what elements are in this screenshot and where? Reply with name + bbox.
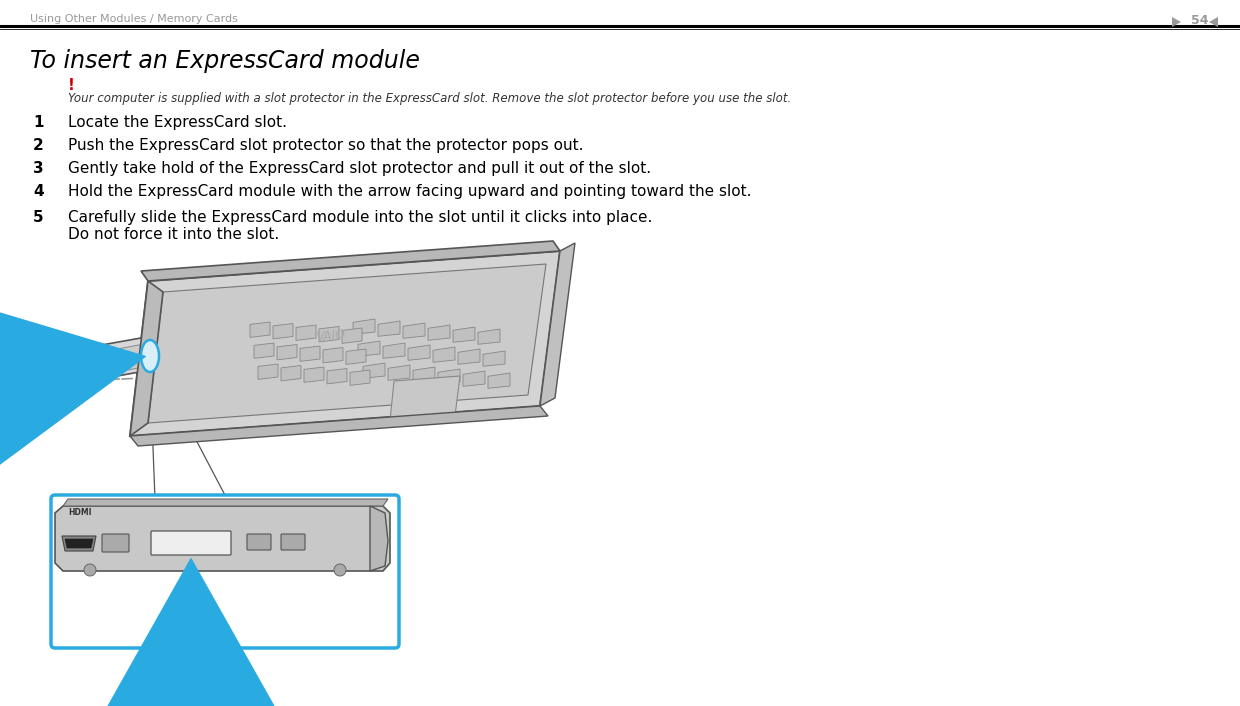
Polygon shape [383,343,405,359]
Polygon shape [363,363,384,378]
Polygon shape [141,241,560,281]
Polygon shape [327,369,347,384]
Text: 3: 3 [33,161,43,176]
Polygon shape [130,251,560,436]
Polygon shape [130,281,162,436]
Polygon shape [319,326,339,342]
Polygon shape [55,506,391,571]
Polygon shape [300,346,320,361]
Polygon shape [62,536,95,551]
Polygon shape [438,369,460,384]
Circle shape [334,564,346,576]
Polygon shape [453,327,475,342]
Polygon shape [296,325,316,340]
Polygon shape [63,499,388,506]
Polygon shape [69,344,144,381]
Text: To insert an ExpressCard module: To insert an ExpressCard module [30,49,420,73]
Text: 5: 5 [33,210,43,225]
Polygon shape [353,319,374,335]
Polygon shape [1209,17,1218,27]
Circle shape [84,564,95,576]
Polygon shape [346,349,366,364]
Text: Hold the ExpressCard module with the arrow facing upward and pointing toward the: Hold the ExpressCard module with the arr… [68,184,751,199]
Text: !: ! [68,78,74,93]
Polygon shape [277,345,298,360]
Polygon shape [273,323,293,339]
Polygon shape [484,351,505,366]
Ellipse shape [141,340,159,372]
Polygon shape [477,329,500,345]
Polygon shape [428,325,450,340]
Polygon shape [388,365,410,381]
Polygon shape [458,349,480,364]
Text: 2: 2 [33,138,43,153]
Polygon shape [342,328,362,343]
Text: Your computer is supplied with a slot protector in the ExpressCard slot. Remove : Your computer is supplied with a slot pr… [68,92,791,105]
Polygon shape [539,243,575,406]
Polygon shape [130,406,548,446]
Polygon shape [250,322,270,337]
Polygon shape [413,367,435,383]
Polygon shape [254,343,274,359]
Polygon shape [148,264,546,423]
FancyBboxPatch shape [102,534,129,552]
Polygon shape [64,539,93,548]
Text: Locate the ExpressCard slot.: Locate the ExpressCard slot. [68,115,286,130]
Polygon shape [322,347,343,363]
Text: Carefully slide the ExpressCard module into the slot until it clicks into place.: Carefully slide the ExpressCard module i… [68,210,652,242]
Polygon shape [1172,17,1180,27]
Polygon shape [463,371,485,386]
Text: HDMI: HDMI [68,508,92,517]
Polygon shape [350,370,370,385]
FancyBboxPatch shape [151,531,231,555]
Polygon shape [370,506,388,571]
Polygon shape [433,347,455,362]
Polygon shape [378,321,401,336]
FancyBboxPatch shape [247,534,272,550]
Polygon shape [489,373,510,388]
Text: Gently take hold of the ExpressCard slot protector and pull it out of the slot.: Gently take hold of the ExpressCard slot… [68,161,651,176]
Text: 54: 54 [1192,14,1209,27]
Polygon shape [358,341,379,357]
Text: VAIO: VAIO [315,328,346,344]
FancyBboxPatch shape [281,534,305,550]
Polygon shape [62,336,153,386]
FancyBboxPatch shape [51,495,399,648]
Text: 4: 4 [33,184,43,199]
Text: Push the ExpressCard slot protector so that the protector pops out.: Push the ExpressCard slot protector so t… [68,138,584,153]
Polygon shape [403,323,425,338]
Polygon shape [408,345,430,360]
Polygon shape [391,376,460,421]
Polygon shape [281,366,301,381]
Text: 1: 1 [33,115,43,130]
Text: Using Other Modules / Memory Cards: Using Other Modules / Memory Cards [30,14,238,24]
Polygon shape [304,367,324,383]
Polygon shape [258,364,278,379]
